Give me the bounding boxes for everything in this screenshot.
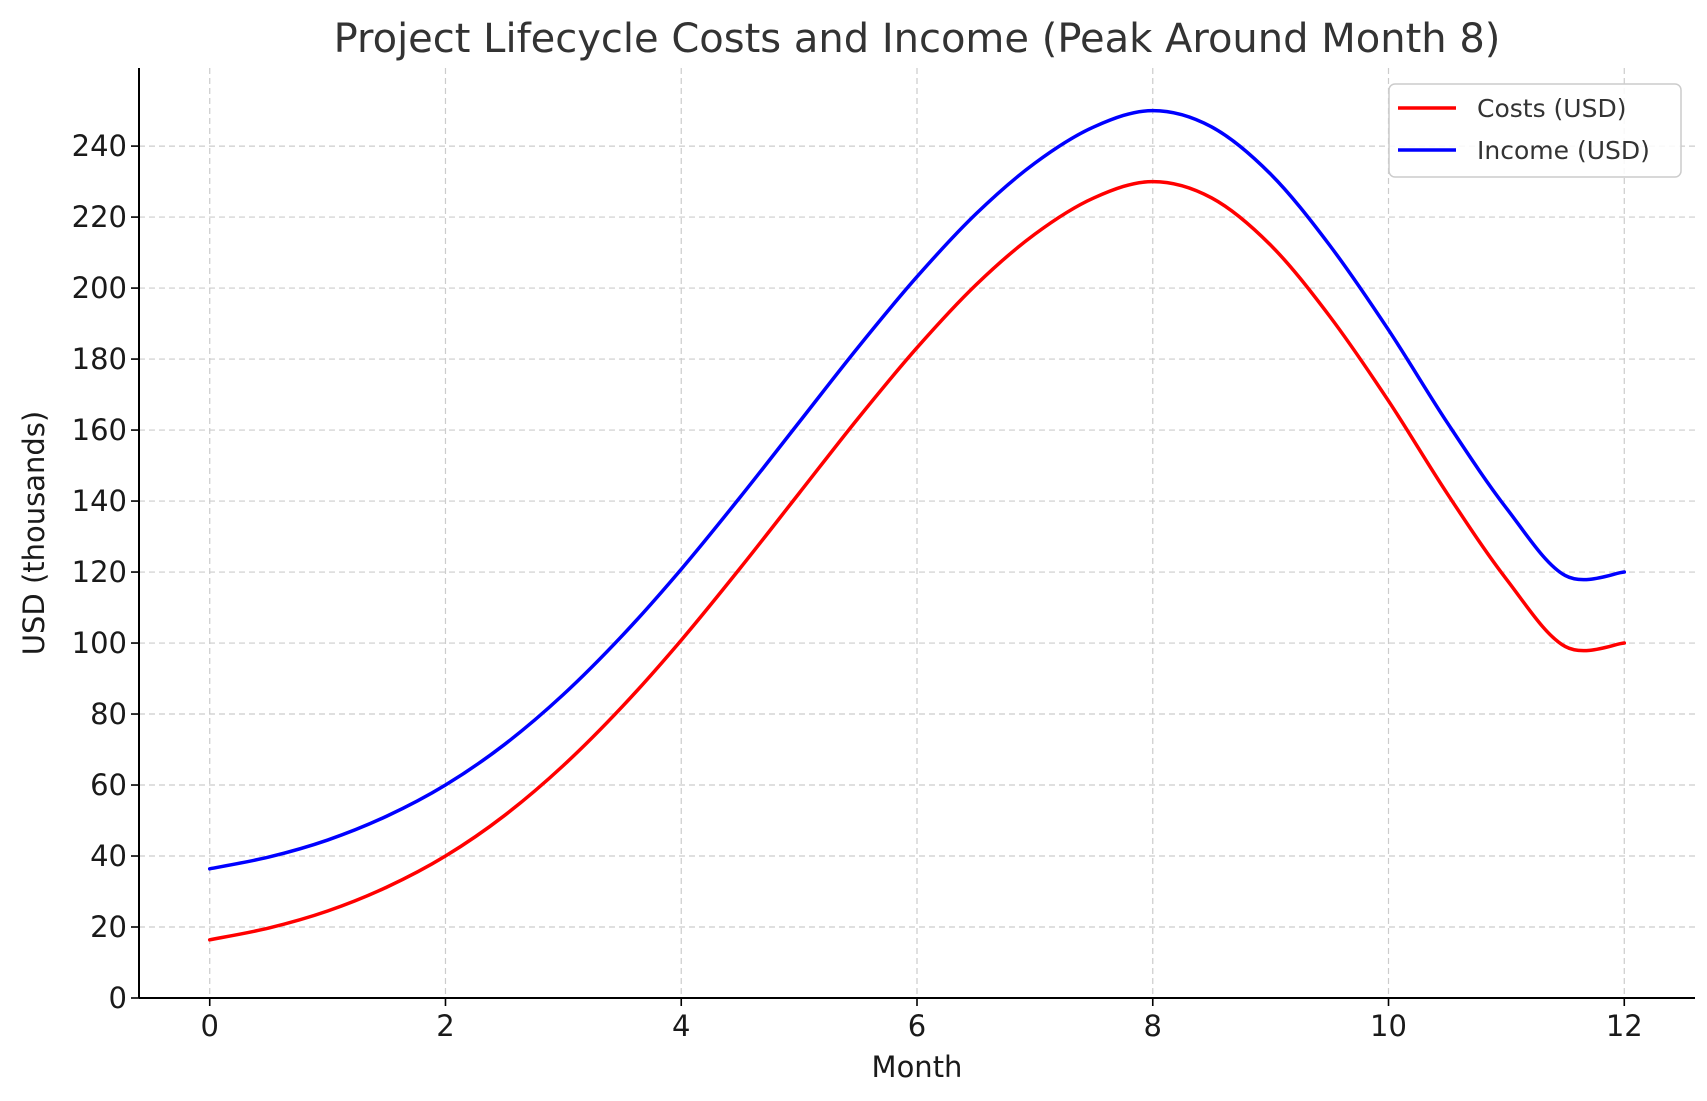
- x-tick-label: 8: [1144, 1009, 1162, 1043]
- ticks: 0 2 4 6 8 10 120204060801001201401601802002202…: [72, 129, 1643, 1043]
- legend-label-costs: Costs (USD): [1477, 94, 1626, 123]
- y-tick-label: 240: [72, 129, 127, 163]
- y-tick-label: 0: [109, 981, 127, 1015]
- x-tick-label: 12: [1606, 1009, 1643, 1043]
- y-tick-label: 60: [90, 768, 127, 802]
- x-axis-label: Month: [872, 1050, 963, 1084]
- y-tick-label: 200: [72, 271, 127, 305]
- y-axis-label: USD (thousands): [17, 411, 51, 655]
- y-tick-label: 100: [72, 626, 127, 660]
- y-tick-label: 180: [72, 342, 127, 376]
- y-tick-label: 160: [72, 413, 127, 447]
- y-tick-label: 140: [72, 484, 127, 518]
- y-tick-label: 20: [90, 910, 127, 944]
- legend: Costs (USD) Income (USD): [1388, 83, 1682, 178]
- legend-box: [1388, 83, 1682, 178]
- series-lines: [207, 108, 1627, 942]
- series-line-costs: [207, 179, 1627, 942]
- y-tick-label: 120: [72, 555, 127, 589]
- chart-title: Project Lifecycle Costs and Income (Peak…: [334, 16, 1501, 62]
- series-line-income: [207, 108, 1627, 871]
- legend-label-income: Income (USD): [1477, 136, 1650, 165]
- y-tick-label: 80: [90, 697, 127, 731]
- grid: [139, 68, 1695, 999]
- x-tick-label: 2: [436, 1009, 454, 1043]
- x-tick-label: 10: [1370, 1009, 1407, 1043]
- y-tick-label: 220: [72, 200, 127, 234]
- x-tick-label: 6: [908, 1009, 926, 1043]
- y-tick-label: 40: [90, 839, 127, 873]
- x-tick-label: 0: [201, 1009, 219, 1043]
- x-tick-label: 4: [672, 1009, 690, 1043]
